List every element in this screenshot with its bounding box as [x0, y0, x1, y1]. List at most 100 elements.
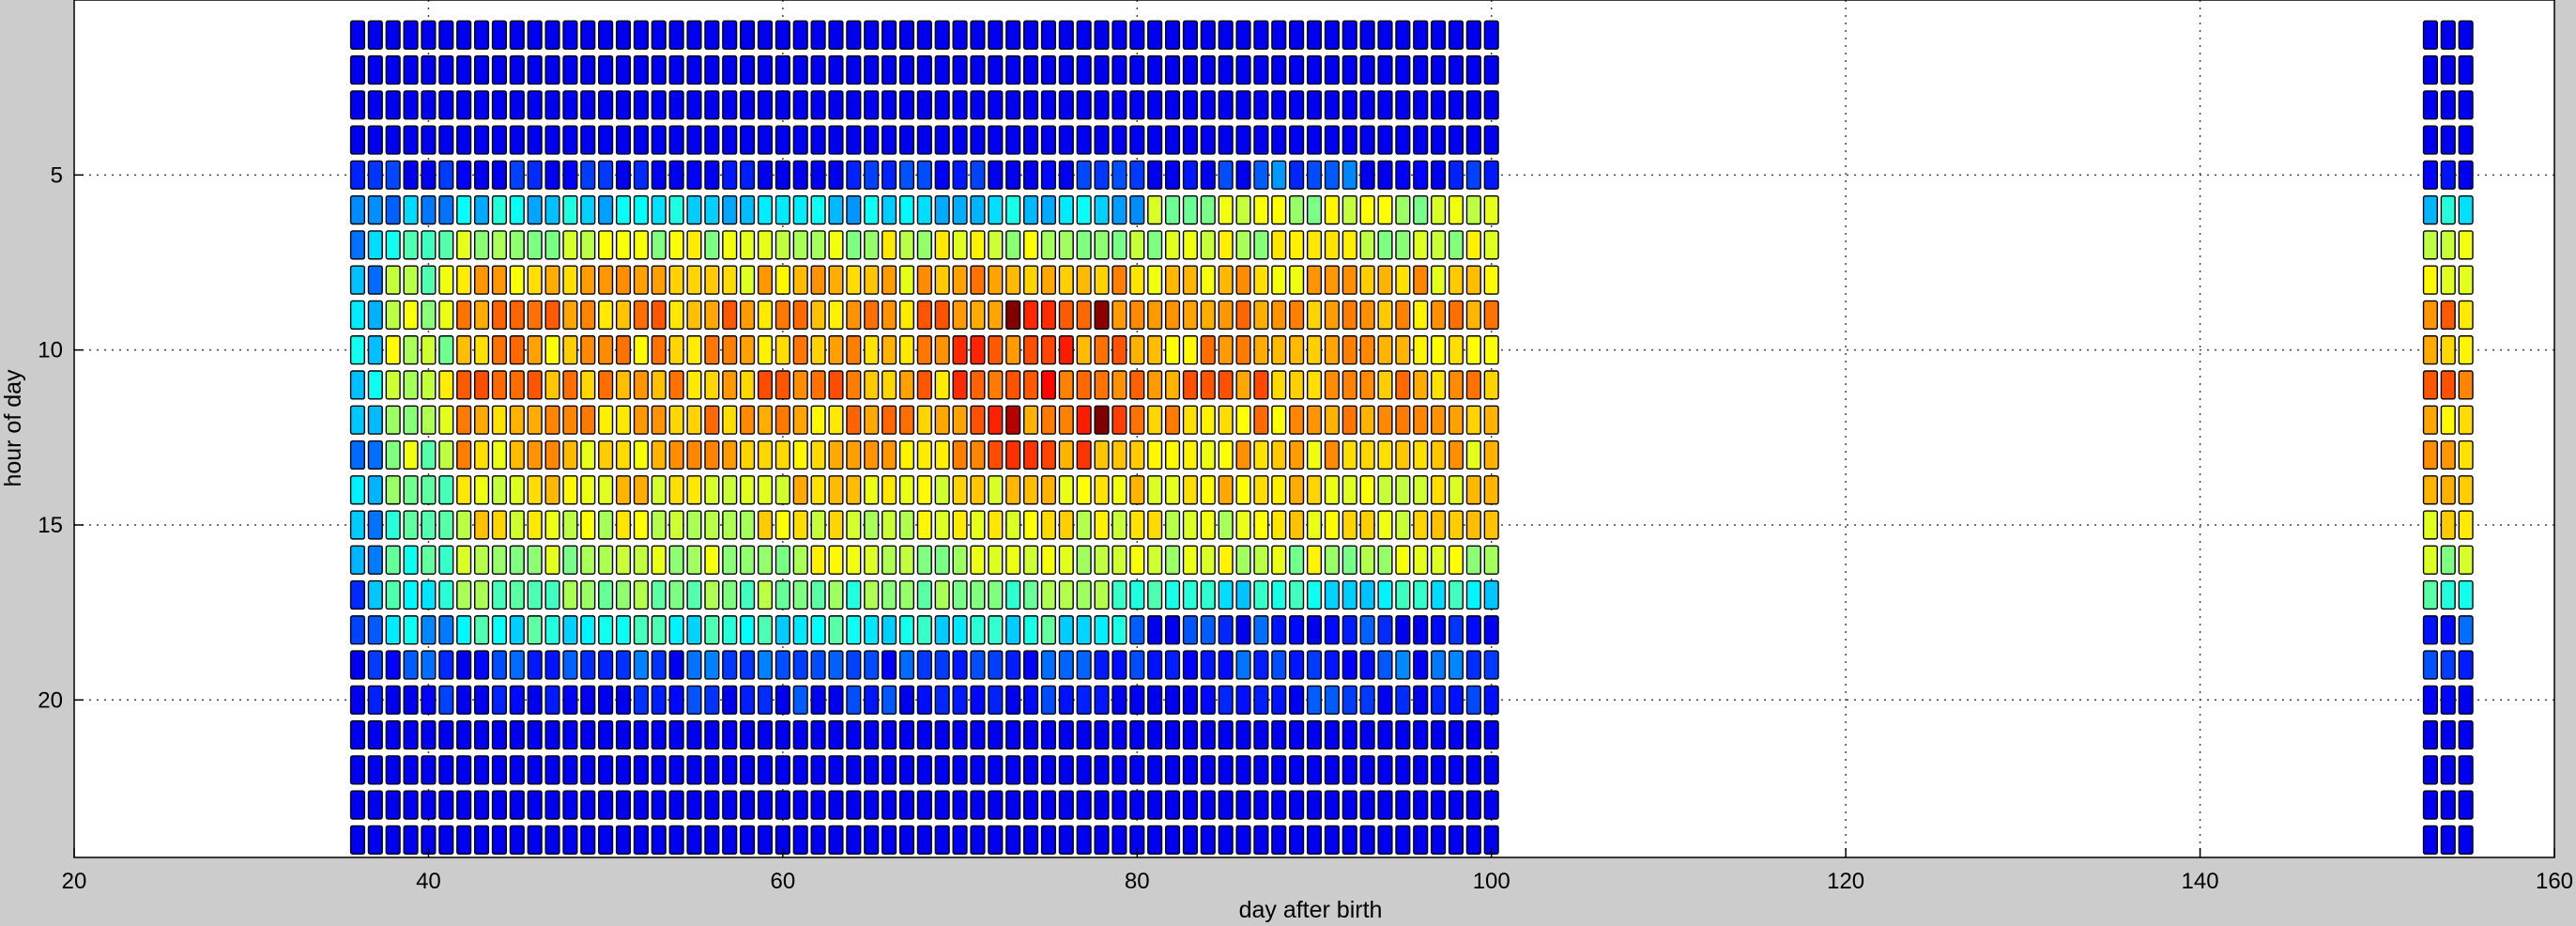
heatmap-cell [349, 230, 365, 260]
heatmap-cell [704, 790, 720, 820]
heatmap-cell [1448, 335, 1464, 365]
heatmap-cell [988, 755, 1004, 785]
heatmap-cell [1218, 615, 1234, 645]
heatmap-cell [615, 125, 632, 155]
heatmap-cell [1483, 335, 1499, 365]
heatmap-cell [1359, 615, 1375, 645]
heatmap-cell [598, 440, 614, 471]
heatmap-cell [1271, 125, 1287, 155]
heatmap-cell [1218, 194, 1234, 225]
heatmap-cell [1324, 194, 1340, 225]
heatmap-cell [1182, 300, 1198, 330]
heatmap-cell [1164, 54, 1181, 85]
heatmap-cell [668, 90, 684, 120]
heatmap-cell [527, 54, 543, 85]
heatmap-cell [421, 755, 437, 785]
heatmap-cell [916, 20, 932, 50]
heatmap-cell [740, 719, 756, 750]
heatmap-cell [491, 125, 507, 155]
heatmap-cell [385, 405, 401, 435]
heatmap-cell [757, 194, 774, 225]
heatmap-cell [1448, 790, 1464, 820]
heatmap-cell [1306, 405, 1323, 435]
heatmap-cell [367, 440, 383, 471]
heatmap-cell [1271, 194, 1287, 225]
heatmap-cell [1147, 265, 1163, 295]
heatmap-cell [722, 405, 738, 435]
heatmap-cell [882, 125, 897, 155]
heatmap-cell [792, 790, 808, 820]
heatmap-cell [828, 615, 844, 645]
heatmap-cell [1200, 230, 1216, 260]
heatmap-cell [1465, 160, 1481, 190]
heatmap-cell [2440, 579, 2456, 610]
heatmap-cell [1040, 650, 1056, 680]
heatmap-cell [1342, 405, 1357, 435]
heatmap-cell [934, 54, 950, 85]
heatmap-cell [651, 160, 667, 190]
heatmap-cell [810, 265, 826, 295]
heatmap-cell [668, 755, 684, 785]
heatmap-cell [1094, 300, 1110, 330]
heatmap-cell [668, 265, 684, 295]
heatmap-cell [633, 755, 649, 785]
heatmap-cell [704, 194, 720, 225]
heatmap-cell [1253, 194, 1269, 225]
heatmap-cell [456, 20, 472, 50]
heatmap-cell [1431, 54, 1447, 85]
heatmap-cell [598, 265, 614, 295]
heatmap-cell [934, 545, 950, 575]
heatmap-cell [1218, 265, 1234, 295]
heatmap-cell [1483, 230, 1499, 260]
heatmap-cell [1005, 265, 1021, 295]
heatmap-cell [491, 719, 507, 750]
heatmap-cell [1395, 90, 1411, 120]
heatmap-cell [1182, 335, 1198, 365]
heatmap-cell [473, 54, 490, 85]
heatmap-cell [864, 790, 880, 820]
heatmap-cell [916, 650, 932, 680]
heatmap-cell [367, 790, 383, 820]
heatmap-cell [385, 579, 401, 610]
heatmap-cell [1182, 685, 1198, 715]
heatmap-cell [527, 579, 543, 610]
heatmap-cell [1324, 300, 1340, 330]
heatmap-cell [740, 90, 756, 120]
heatmap-cell [456, 54, 472, 85]
heatmap-cell [1324, 405, 1340, 435]
heatmap-cell [615, 90, 632, 120]
heatmap-cell [580, 755, 596, 785]
heatmap-cell [828, 265, 844, 295]
heatmap-cell [1235, 230, 1251, 260]
heatmap-cell [527, 20, 543, 50]
heatmap-cell [1448, 405, 1464, 435]
heatmap-cell [1094, 579, 1110, 610]
heatmap-cell [1200, 20, 1216, 50]
heatmap-cell [668, 405, 684, 435]
heatmap-cell [668, 790, 684, 820]
heatmap-cell [1448, 230, 1464, 260]
heatmap-cell [349, 755, 365, 785]
heatmap-cell [527, 440, 543, 471]
heatmap-cell [544, 545, 560, 575]
heatmap-cell [544, 650, 560, 680]
heatmap-cell [1164, 825, 1181, 855]
heatmap-cell [562, 440, 578, 471]
heatmap-cell [1395, 545, 1411, 575]
heatmap-cell [1413, 370, 1429, 400]
heatmap-cell [456, 300, 472, 330]
heatmap-cell [970, 475, 986, 505]
heatmap-cell [1164, 335, 1181, 365]
heatmap-cell [1218, 405, 1234, 435]
heatmap-cell [491, 335, 507, 365]
heatmap-cell [1022, 265, 1039, 295]
heatmap-cell [2422, 160, 2438, 190]
heatmap-cell [1289, 440, 1305, 471]
heatmap-cell [1164, 650, 1181, 680]
heatmap-cell [934, 405, 950, 435]
heatmap-cell [456, 719, 472, 750]
heatmap-cell [2422, 440, 2438, 471]
heatmap-cell [473, 440, 490, 471]
heatmap-cell [349, 20, 365, 50]
heatmap-cell [1112, 265, 1127, 295]
